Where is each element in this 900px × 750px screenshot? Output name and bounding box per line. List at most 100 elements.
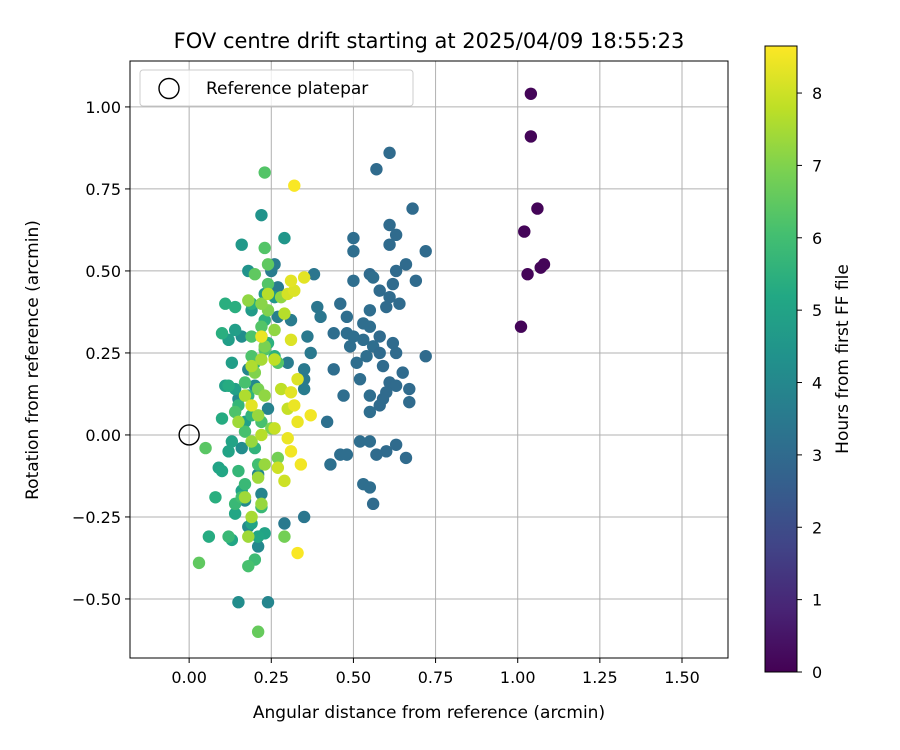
- reference-platepar-marker: [178, 424, 200, 446]
- x-axis-label: Angular distance from reference (arcmin): [253, 703, 605, 723]
- data-point: [215, 464, 229, 478]
- data-point: [238, 425, 252, 438]
- data-point: [337, 389, 350, 402]
- data-point: [255, 297, 268, 310]
- data-point: [301, 330, 314, 343]
- plot-frame: [129, 60, 729, 659]
- data-point: [228, 323, 242, 337]
- y-tick-label: 0.25: [85, 344, 121, 363]
- legend-reference-marker: [158, 77, 180, 100]
- data-point: [376, 359, 390, 373]
- data-point: [393, 297, 406, 310]
- data-point: [288, 179, 301, 192]
- data-point: [320, 415, 334, 429]
- data-point: [251, 530, 265, 543]
- data-point: [278, 530, 291, 543]
- colorbar-tick-label: 5: [812, 301, 822, 320]
- data-point: [340, 310, 354, 324]
- data-point: [222, 379, 235, 392]
- data-point: [383, 146, 396, 160]
- data-point: [311, 300, 324, 314]
- data-point: [284, 333, 298, 347]
- data-point: [380, 445, 393, 458]
- data-point: [238, 376, 252, 389]
- data-point: [232, 415, 245, 429]
- data-point: [251, 540, 265, 553]
- data-point: [238, 477, 252, 491]
- data-point: [307, 268, 321, 281]
- data-point: [340, 448, 354, 461]
- data-point: [363, 320, 377, 333]
- data-point: [291, 372, 304, 386]
- data-point: [261, 287, 275, 301]
- data-point: [245, 350, 258, 363]
- data-point: [192, 556, 206, 570]
- y-tick-label: −0.50: [72, 590, 121, 609]
- data-point: [232, 596, 245, 609]
- data-point: [373, 284, 386, 297]
- data-point: [406, 202, 419, 215]
- data-point: [304, 346, 317, 360]
- data-point: [524, 130, 538, 143]
- chart-title: FOV centre drift starting at 2025/04/09 …: [174, 29, 685, 53]
- data-point: [360, 350, 373, 363]
- data-point: [288, 284, 301, 297]
- data-point: [228, 507, 242, 520]
- data-point: [274, 382, 288, 396]
- data-point: [245, 330, 258, 343]
- data-point: [409, 274, 423, 287]
- data-point: [245, 359, 258, 373]
- data-point: [297, 363, 311, 376]
- data-point: [389, 379, 403, 392]
- colorbar-tick-label: 2: [812, 518, 822, 537]
- data-point: [399, 258, 413, 271]
- data-point: [255, 330, 268, 343]
- data-point: [261, 402, 275, 415]
- data-point: [232, 464, 245, 478]
- data-point: [350, 356, 363, 369]
- data-point: [261, 596, 275, 609]
- data-point: [347, 245, 360, 258]
- data-point: [245, 399, 258, 412]
- legend-entry-reference: Reference platepar: [206, 79, 368, 99]
- colorbar-label: Hours from first FF file: [833, 264, 853, 454]
- data-point: [258, 389, 271, 402]
- data-point: [255, 428, 268, 442]
- data-point: [291, 546, 304, 560]
- x-axis-ticks: 0.00 0.25 0.50 0.75 1.00 1.25 1.50: [171, 658, 700, 687]
- data-point: [383, 218, 396, 232]
- y-tick-label: 0.75: [85, 180, 121, 199]
- y-tick-label: 1.00: [85, 98, 121, 117]
- data-point: [363, 435, 377, 448]
- data-point: [389, 264, 403, 278]
- data-point: [261, 258, 275, 271]
- data-point: [389, 228, 403, 242]
- data-point: [419, 350, 432, 363]
- data-point: [297, 510, 311, 524]
- data-point: [373, 399, 386, 412]
- data-point: [304, 409, 317, 422]
- data-point: [242, 559, 255, 573]
- data-point: [399, 451, 413, 465]
- data-point: [389, 346, 403, 360]
- data-point: [281, 432, 294, 445]
- data-point: [327, 363, 340, 376]
- colorbar-tick-label: 4: [812, 374, 822, 393]
- data-point: [284, 386, 298, 399]
- data-point: [514, 320, 528, 333]
- data-point: [334, 297, 347, 310]
- data-point: [284, 445, 298, 458]
- data-point: [271, 451, 285, 465]
- data-point: [225, 356, 239, 369]
- data-point: [251, 625, 265, 638]
- y-tick-label: 0.00: [85, 426, 121, 445]
- data-point: [268, 353, 281, 366]
- data-point: [380, 300, 393, 314]
- data-point: [278, 517, 291, 530]
- data-point: [291, 415, 304, 429]
- data-point: [222, 530, 235, 543]
- data-point: [284, 274, 298, 287]
- data-point: [373, 330, 386, 343]
- data-point: [228, 300, 242, 314]
- colorbar-tick-label: 1: [812, 591, 822, 610]
